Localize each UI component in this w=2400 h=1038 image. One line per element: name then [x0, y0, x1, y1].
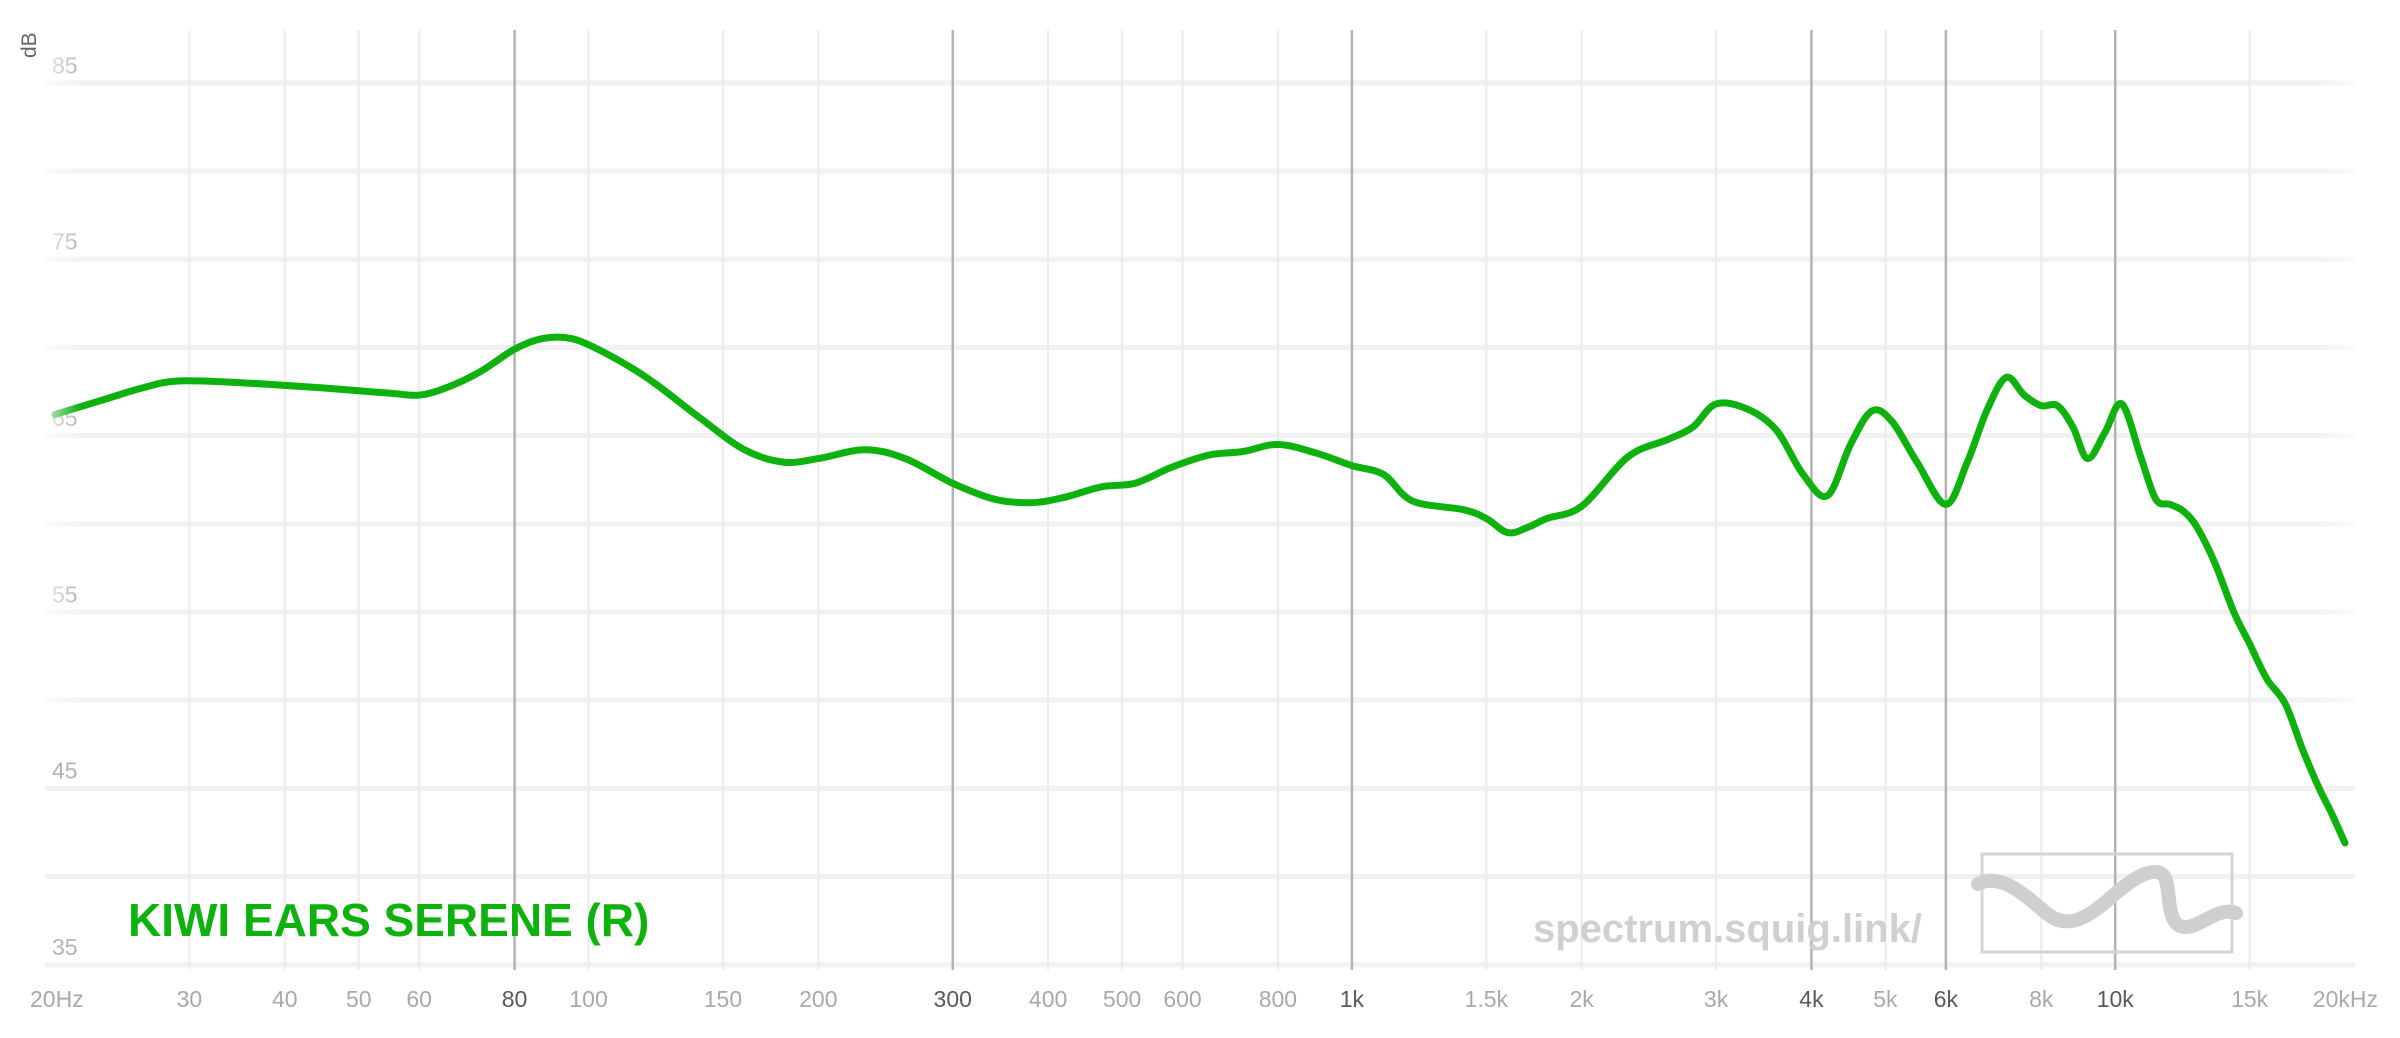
y-axis-unit-label: dB — [18, 32, 41, 58]
x-tick-label: 3k — [1704, 986, 1729, 1012]
series-line — [51, 333, 2349, 847]
x-tick-label: 80 — [502, 986, 528, 1012]
x-tick-label: 500 — [1103, 986, 1141, 1012]
x-tick-label: 8k — [2029, 986, 2054, 1012]
x-tick-label: 200 — [799, 986, 837, 1012]
x-tick-label: 20Hz — [30, 986, 84, 1012]
x-tick-label: 2k — [1570, 986, 1595, 1012]
x-tick-label: 15k — [2231, 986, 2269, 1012]
x-axis-tick-labels: 20Hz 30 40 50 60 80 100 150 200 300 400 500 600 800 1k… — [30, 986, 2378, 1012]
horizontal-gridlines — [45, 80, 2355, 968]
x-tick-label: 50 — [346, 986, 372, 1012]
x-tick-label: 30 — [177, 986, 203, 1012]
x-tick-label: 5k — [1873, 986, 1898, 1012]
left-edge-fade — [40, 30, 80, 750]
x-tick-label: 600 — [1163, 986, 1201, 1012]
watermark-text: spectrum.squig.link/ — [1533, 907, 1922, 951]
y-tick-label: 45 — [52, 758, 78, 784]
x-tick-label: 20kHz — [2313, 986, 2378, 1012]
series-title-label: KIWI EARS SERENE (R) — [128, 894, 649, 946]
x-tick-label: 10k — [2097, 986, 2135, 1012]
squiglink-logo — [1971, 852, 2243, 954]
x-tick-label: 60 — [406, 986, 432, 1012]
x-tick-label: 40 — [272, 986, 298, 1012]
series-lines — [51, 333, 2349, 847]
watermark: spectrum.squig.link/ — [1533, 852, 2243, 954]
x-tick-label: 1.5k — [1465, 986, 1509, 1012]
vertical-gridlines — [188, 30, 2251, 970]
x-tick-label: 150 — [704, 986, 742, 1012]
right-edge-fade — [2320, 30, 2360, 750]
x-tick-label: 400 — [1029, 986, 1067, 1012]
x-tick-label: 6k — [1934, 986, 1959, 1012]
x-tick-label: 1k — [1340, 986, 1365, 1012]
x-tick-label: 4k — [1799, 986, 1824, 1012]
x-tick-label: 100 — [569, 986, 607, 1012]
y-tick-label: 35 — [52, 934, 78, 960]
x-tick-label: 300 — [934, 986, 972, 1012]
x-tick-label: 800 — [1259, 986, 1297, 1012]
